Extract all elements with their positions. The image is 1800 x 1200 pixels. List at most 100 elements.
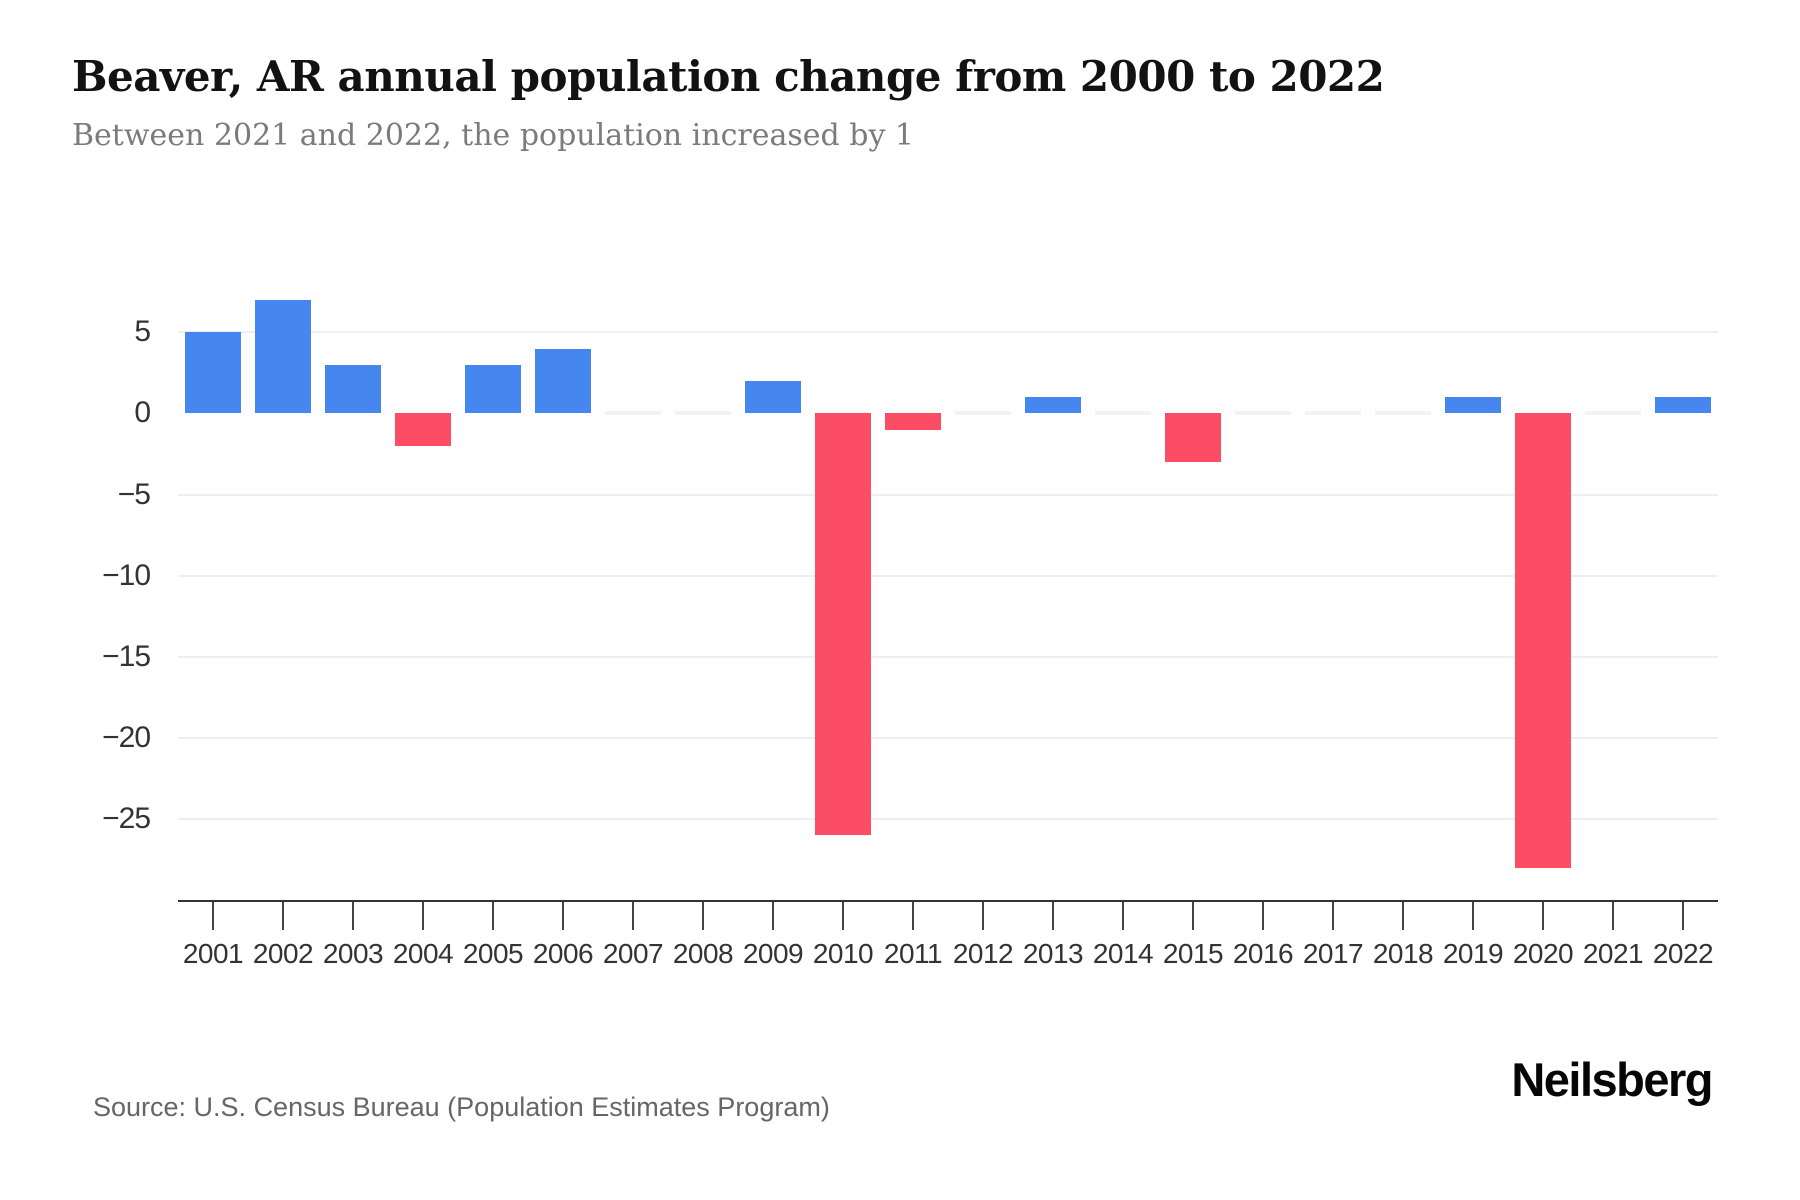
bar-slot-2019 <box>1438 235 1508 900</box>
x-slot-2012: 2012 <box>948 902 1018 982</box>
x-tick <box>1262 902 1264 930</box>
x-slot-2017: 2017 <box>1298 902 1368 982</box>
x-tick-label: 2007 <box>602 938 664 969</box>
zero-value-bar <box>955 411 1011 416</box>
x-tick-label: 2015 <box>1162 938 1224 969</box>
zero-value-bar <box>1375 411 1431 416</box>
x-tick <box>1402 902 1404 930</box>
y-axis-labels: 5 0 −5 −10 −15 −20 −25 <box>0 0 158 1200</box>
x-tick-label: 2009 <box>742 938 804 969</box>
x-slot-2008: 2008 <box>668 902 738 982</box>
bar-slot-2012 <box>948 235 1018 900</box>
bar-slot-2007 <box>598 235 668 900</box>
bar-slot-2022 <box>1648 235 1718 900</box>
brand-logo: Neilsberg <box>1511 1053 1713 1106</box>
x-slot-2004: 2004 <box>388 902 458 982</box>
y-tick-label: −20 <box>102 720 151 754</box>
zero-value-bar <box>1305 411 1361 416</box>
bar <box>535 348 591 414</box>
x-tick-label: 2003 <box>322 938 384 969</box>
bar <box>325 364 381 414</box>
bar <box>1445 397 1501 414</box>
x-tick-label: 2017 <box>1302 938 1364 969</box>
y-tick-label: −25 <box>102 801 151 835</box>
x-slot-2014: 2014 <box>1088 902 1158 982</box>
bar-slot-2010 <box>808 235 878 900</box>
x-slot-2018: 2018 <box>1368 902 1438 982</box>
x-tick <box>1542 902 1544 930</box>
x-slot-2020: 2020 <box>1508 902 1578 982</box>
x-slot-2007: 2007 <box>598 902 668 982</box>
bar-slot-2017 <box>1298 235 1368 900</box>
bar-slot-2011 <box>878 235 948 900</box>
y-tick-label: −10 <box>102 558 151 592</box>
bar <box>1165 413 1221 463</box>
x-tick <box>702 902 704 930</box>
x-slot-2009: 2009 <box>738 902 808 982</box>
bar-slot-2014 <box>1088 235 1158 900</box>
x-slot-2001: 2001 <box>178 902 248 982</box>
page-subtitle: Between 2021 and 2022, the population in… <box>72 118 915 153</box>
source-note: Source: U.S. Census Bureau (Population E… <box>93 1092 830 1122</box>
x-slot-2005: 2005 <box>458 902 528 982</box>
x-tick <box>212 902 214 930</box>
bar-slot-2001 <box>178 235 248 900</box>
bar-series <box>178 235 1718 900</box>
x-tick <box>772 902 774 930</box>
x-tick-label: 2018 <box>1372 938 1434 969</box>
x-tick-label: 2006 <box>532 938 594 969</box>
x-tick-label: 2004 <box>392 938 454 969</box>
x-tick <box>1682 902 1684 930</box>
y-tick-label: 5 <box>134 315 151 349</box>
x-tick <box>842 902 844 930</box>
x-tick-label: 2020 <box>1512 938 1574 969</box>
x-slot-2002: 2002 <box>248 902 318 982</box>
x-tick-label: 2010 <box>812 938 874 969</box>
bar <box>255 299 311 414</box>
bar-slot-2020 <box>1508 235 1578 900</box>
x-tick-label: 2021 <box>1582 938 1644 969</box>
x-tick-label: 2008 <box>672 938 734 969</box>
zero-value-bar <box>605 411 661 416</box>
x-tick-label: 2012 <box>952 938 1014 969</box>
x-slot-2003: 2003 <box>318 902 388 982</box>
bar <box>745 380 801 414</box>
bar-slot-2009 <box>738 235 808 900</box>
x-slot-2019: 2019 <box>1438 902 1508 982</box>
x-tick <box>492 902 494 930</box>
bar-slot-2003 <box>318 235 388 900</box>
gridline--25 <box>178 817 1718 820</box>
gridline--10 <box>178 574 1718 577</box>
bar-slot-2006 <box>528 235 598 900</box>
bar <box>1655 397 1711 414</box>
x-tick-label: 2005 <box>462 938 524 969</box>
x-slot-2022: 2022 <box>1648 902 1718 982</box>
x-tick <box>1052 902 1054 930</box>
x-tick <box>912 902 914 930</box>
gridline--5 <box>178 493 1718 496</box>
y-tick-label: −5 <box>117 477 151 511</box>
bar-slot-2021 <box>1578 235 1648 900</box>
x-tick-label: 2016 <box>1232 938 1294 969</box>
bar <box>1515 413 1571 868</box>
bar-slot-2016 <box>1228 235 1298 900</box>
bar-slot-2015 <box>1158 235 1228 900</box>
x-slot-2016: 2016 <box>1228 902 1298 982</box>
y-tick-label: 0 <box>134 396 151 430</box>
y-tick-label: −15 <box>102 639 151 673</box>
x-tick-label: 2013 <box>1022 938 1084 969</box>
x-slot-2011: 2011 <box>878 902 948 982</box>
x-axis: 2001 2002 2003 2004 2005 2006 2007 2008 2009 2010… <box>178 902 1718 982</box>
bar <box>395 413 451 446</box>
bar-slot-2018 <box>1368 235 1438 900</box>
bar-slot-2008 <box>668 235 738 900</box>
x-tick <box>1122 902 1124 930</box>
x-slot-2006: 2006 <box>528 902 598 982</box>
zero-value-bar <box>675 411 731 416</box>
x-tick-label: 2002 <box>252 938 314 969</box>
gridline-5 <box>178 331 1718 334</box>
x-tick <box>352 902 354 930</box>
x-tick <box>422 902 424 930</box>
x-slot-2013: 2013 <box>1018 902 1088 982</box>
bar-slot-2005 <box>458 235 528 900</box>
